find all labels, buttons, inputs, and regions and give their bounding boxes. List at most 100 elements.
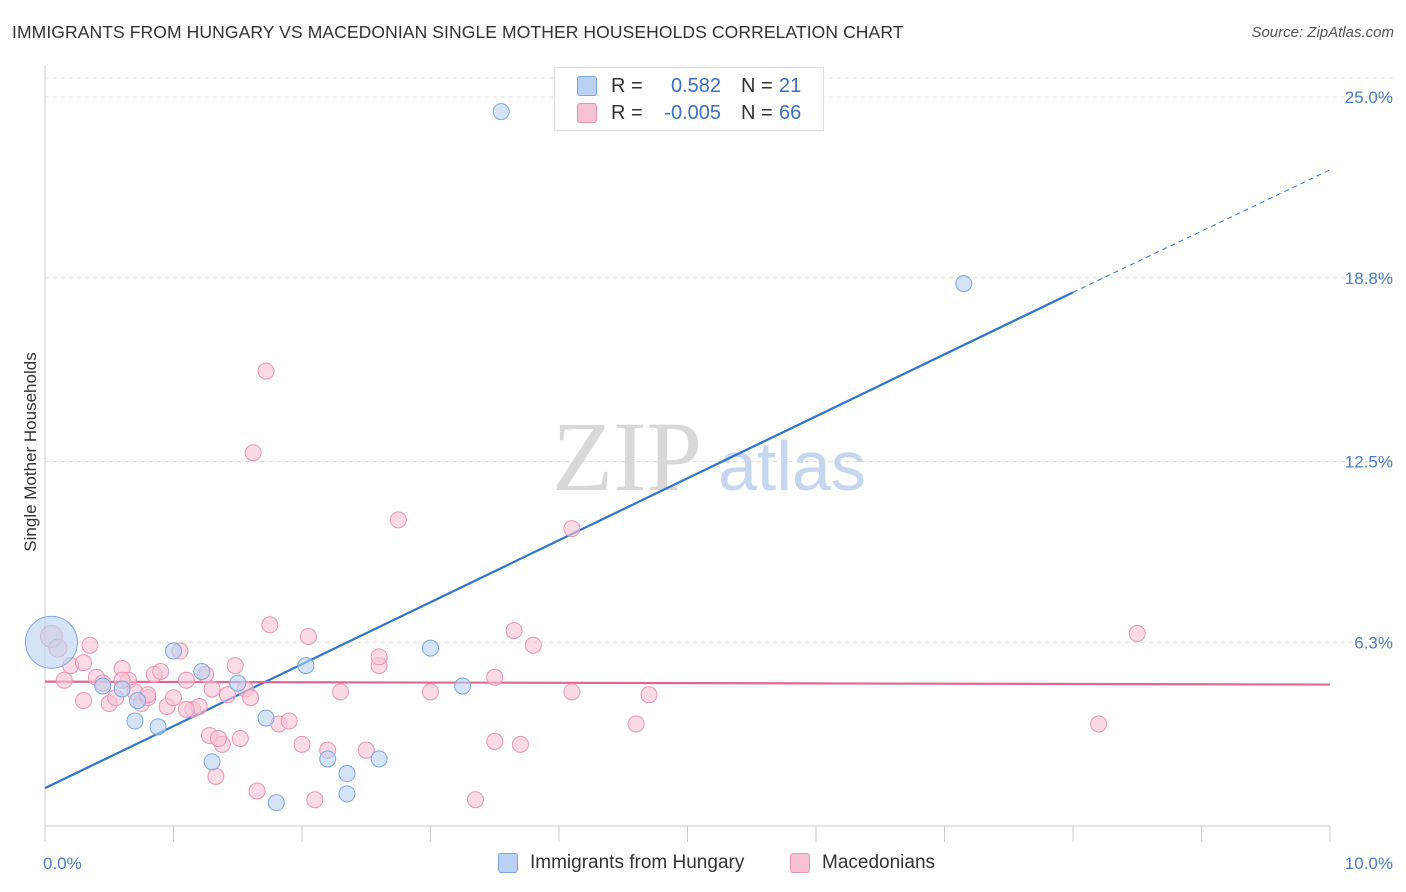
n-value: 66 [779,101,802,124]
point-macedonians [75,654,93,672]
point-hungary [203,753,221,771]
y-tick-labels: 6.3% 12.5% 18.8% 25.0% [1345,88,1393,652]
point-hungary [454,677,472,695]
trend-lines [44,169,1331,790]
point-hungary [319,750,337,768]
x-tick-label: 0.0% [43,854,82,873]
point-macedonians [55,671,73,689]
point-macedonians [299,627,317,645]
r-value: 0.582 [670,74,721,97]
r-label: R = [611,74,643,97]
r-label: R = [611,101,643,124]
point-macedonians [218,686,236,704]
legend-row-macedonians: R = -0.005 N = 66 [577,101,801,125]
legend-label-macedonians: Macedonians [822,852,936,873]
point-macedonians [563,683,581,701]
legend-swatch-blue [498,853,518,873]
y-axis-title: Single Mother Households [21,352,40,551]
point-hungary [422,639,439,657]
point-hungary [193,662,211,680]
grid-lines [45,77,1395,643]
point-macedonians [422,683,439,701]
point-hungary [24,615,78,669]
point-macedonians [486,732,504,750]
chart-title: IMMIGRANTS FROM HUNGARY VS MACEDONIAN SI… [12,22,904,42]
point-macedonians [81,636,99,654]
point-macedonians [152,662,170,680]
watermark: ZIP atlas [552,401,866,512]
watermark-zip: ZIP [552,401,702,512]
y-tick-label: 18.8% [1345,269,1393,288]
point-macedonians [244,444,262,462]
point-hungary [113,680,131,698]
point-macedonians [242,689,260,707]
point-macedonians [248,782,266,800]
point-hungary [338,785,356,803]
x-tick-label: 10.0% [1345,854,1393,873]
point-hungary [165,642,182,660]
trend-line-hungary [44,291,1074,790]
point-macedonians [177,671,195,689]
point-macedonians [1090,715,1108,733]
n-label: N = [741,101,773,124]
point-macedonians [627,715,645,733]
point-macedonians [563,520,581,538]
point-macedonians [165,689,182,707]
point-macedonians [280,712,298,730]
data-points [24,103,1146,812]
stats-legend: R = 0.582 N = 21 R = -0.005 N = 66 [554,67,824,131]
trend-line-hungary-extension [1072,169,1331,293]
legend-swatch-pink [577,103,597,123]
point-hungary [229,674,247,692]
legend-swatch-blue [577,76,597,96]
legend-item-hungary[interactable]: Immigrants from Hungary [498,852,744,874]
y-tick-label: 25.0% [1345,88,1393,107]
point-macedonians [511,735,529,753]
point-macedonians [261,616,279,634]
y-tick-label: 12.5% [1345,453,1393,472]
point-hungary [257,709,275,727]
point-macedonians [486,668,504,686]
point-macedonians [293,735,311,753]
point-macedonians [306,791,324,809]
point-macedonians [640,686,658,704]
point-macedonians [257,362,275,380]
point-hungary [955,275,973,293]
point-macedonians [177,700,195,718]
point-macedonians [203,680,221,698]
point-macedonians [524,636,542,654]
point-macedonians [332,683,350,701]
point-macedonians [207,767,225,785]
point-macedonians [226,657,244,675]
legend-item-macedonians[interactable]: Macedonians [790,852,935,874]
point-hungary [338,765,356,783]
x-tick-labels: 0.0% 10.0% [43,854,1393,873]
legend-label-hungary: Immigrants from Hungary [530,852,745,873]
point-macedonians [505,622,523,640]
point-macedonians [75,692,93,710]
point-hungary [267,794,285,812]
legend-swatch-pink [790,853,810,873]
point-hungary [129,692,147,710]
point-hungary [149,718,167,736]
point-macedonians [389,511,407,529]
point-macedonians [466,791,484,809]
point-hungary [370,750,388,768]
point-macedonians [370,648,388,666]
legend-row-hungary: R = 0.582 N = 21 [577,74,801,98]
axes [44,66,1331,842]
point-macedonians [1128,625,1146,643]
y-tick-label: 6.3% [1354,633,1393,652]
source-label: Source: ZipAtlas.com [1251,24,1394,41]
point-macedonians [357,741,375,759]
n-label: N = [741,74,773,97]
point-hungary [297,657,315,675]
watermark-atlas: atlas [718,427,866,505]
n-value: 21 [779,74,802,97]
point-hungary [492,103,510,121]
r-value: -0.005 [664,101,721,124]
point-hungary [94,677,112,695]
point-macedonians [231,730,249,748]
trend-line-macedonians [44,680,1331,686]
